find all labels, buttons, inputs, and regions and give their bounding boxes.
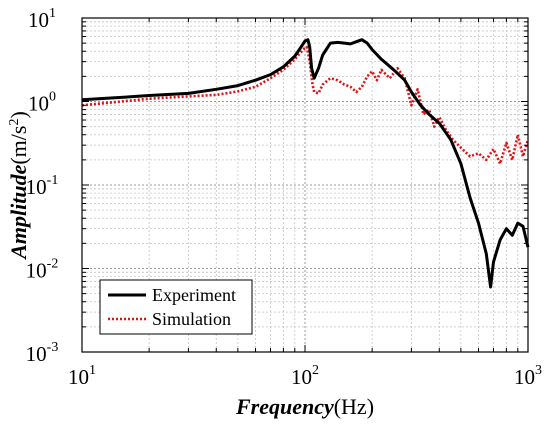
legend-label-simulation: Simulation	[152, 309, 231, 329]
x-tick-base: 10	[291, 365, 312, 389]
x-tick-labels: 101 102 103	[68, 363, 542, 389]
y-tick-base: 10	[28, 8, 49, 32]
y-axis-label: Amplitude	[6, 164, 31, 260]
legend-box	[99, 279, 253, 335]
y-tick-base: 10	[26, 342, 47, 366]
y-tick-exponent: -2	[47, 257, 59, 272]
y-tick-exponent: 0	[49, 90, 56, 105]
legend: Experiment Simulation	[99, 279, 253, 335]
y-axis-title: Amplitude(m/s2)	[6, 111, 31, 261]
y-tick-label: 10-3	[26, 340, 59, 366]
y-tick-label: 10-1	[26, 173, 59, 199]
y-tick-exponent: -1	[47, 173, 59, 188]
x-tick-base: 10	[68, 365, 89, 389]
x-tick-exponent: 2	[312, 363, 319, 378]
series-layer	[81, 38, 530, 289]
x-axis-title: Frequency(Hz)	[235, 394, 374, 419]
x-tick-exponent: 3	[535, 363, 542, 378]
x-tick-exponent: 1	[89, 363, 96, 378]
series-line-simulation	[81, 45, 530, 165]
y-tick-label: 10-2	[26, 257, 59, 283]
x-tick-label: 103	[514, 363, 542, 389]
y-axis-unit: (m/s	[6, 126, 31, 165]
x-axis-unit: (Hz)	[334, 394, 374, 419]
y-tick-base: 10	[26, 259, 47, 283]
y-tick-label: 100	[28, 90, 56, 116]
tick-marks	[81, 18, 528, 353]
legend-label-experiment: Experiment	[152, 285, 236, 305]
x-tick-label: 101	[68, 363, 96, 389]
y-axis-unit-exponent: 2	[7, 119, 22, 126]
x-tick-base: 10	[514, 365, 535, 389]
y-tick-label: 101	[28, 6, 56, 32]
y-tick-exponent: 1	[49, 6, 56, 21]
y-tick-base: 10	[28, 92, 49, 116]
y-axis-unit-close: )	[6, 111, 31, 118]
y-tick-base: 10	[26, 175, 47, 199]
x-tick-label: 102	[291, 363, 319, 389]
series-line-experiment	[81, 38, 530, 289]
y-tick-exponent: -3	[47, 340, 59, 355]
x-axis-label: Frequency	[235, 394, 334, 419]
